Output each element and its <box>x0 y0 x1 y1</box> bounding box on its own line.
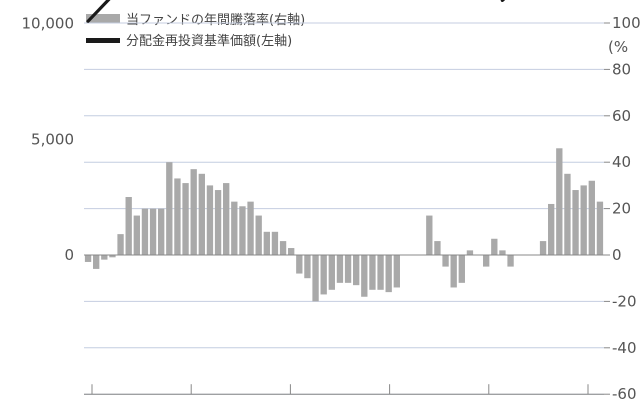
bar <box>426 215 433 255</box>
bar <box>166 162 173 255</box>
bar <box>434 241 441 255</box>
bar <box>328 255 335 290</box>
bar <box>393 255 400 288</box>
bar <box>223 183 230 255</box>
left-axis-tick-label: 5,000 <box>31 130 74 148</box>
right-axis-ticks: -60 -40 -20 0 20 40 60 80 100 <box>604 14 640 403</box>
bar <box>174 178 181 255</box>
bar <box>101 255 108 260</box>
axes <box>84 254 604 395</box>
bar <box>214 190 222 255</box>
right-axis-tick-label: -40 <box>612 339 637 357</box>
bar <box>320 255 327 295</box>
bar <box>271 231 279 255</box>
right-axis-tick-label: 100 <box>612 14 640 32</box>
bar <box>377 255 384 290</box>
bar <box>239 206 246 255</box>
legend-line-swatch <box>86 38 120 43</box>
bar <box>507 255 514 267</box>
bar <box>84 255 92 262</box>
bar <box>133 215 140 255</box>
right-axis-tick-label: 60 <box>612 107 631 125</box>
bar <box>369 255 376 290</box>
bar-series <box>84 148 604 302</box>
bar <box>596 201 604 255</box>
bar <box>344 255 352 283</box>
bar <box>247 201 254 255</box>
bar <box>466 250 474 255</box>
bar <box>198 173 205 255</box>
bar <box>296 255 303 274</box>
bar <box>336 255 344 283</box>
bar <box>263 231 270 255</box>
bar <box>279 241 287 255</box>
bar <box>141 208 149 255</box>
legend-bar-label: 当ファンドの年間騰落率(右軸) <box>126 12 305 28</box>
right-axis-tick-label: -20 <box>612 292 637 310</box>
legend-line-label: 分配金再投資基準価額(左軸) <box>126 33 292 49</box>
bar <box>483 255 490 267</box>
bar <box>458 255 465 283</box>
right-axis-tick-label: 0 <box>612 246 622 264</box>
bar <box>499 250 506 255</box>
bar <box>385 255 392 293</box>
legend-bar-swatch <box>86 14 120 23</box>
bar <box>93 255 100 269</box>
bar <box>158 208 165 255</box>
bar <box>109 255 116 258</box>
right-axis-tick-label: 20 <box>612 200 631 218</box>
bar <box>231 201 238 255</box>
bar <box>182 183 189 255</box>
bar <box>564 173 571 255</box>
bar <box>312 255 319 302</box>
bar <box>491 238 498 255</box>
bar <box>588 180 595 255</box>
bar <box>450 255 457 288</box>
left-axis-tick-label: 10,000 <box>22 15 75 33</box>
bar <box>190 169 197 255</box>
bar <box>255 215 262 255</box>
bar <box>442 255 449 267</box>
right-axis-tick-label: -60 <box>612 385 637 403</box>
bar <box>288 248 295 255</box>
bar <box>206 185 214 255</box>
bar <box>125 197 132 255</box>
bar <box>117 234 124 255</box>
left-axis-tick-label: 0 <box>64 246 74 264</box>
bar <box>548 203 555 255</box>
right-axis-tick-label: 80 <box>612 60 631 78</box>
bar <box>149 208 157 255</box>
right-axis-unit-label: (% <box>608 38 628 56</box>
bar <box>304 255 311 279</box>
right-axis-tick-label: 40 <box>612 153 631 171</box>
bar <box>539 241 547 255</box>
bar <box>572 190 579 255</box>
legend: 当ファンドの年間騰落率(右軸) 分配金再投資基準価額(左軸) <box>86 12 305 49</box>
bar <box>361 255 368 297</box>
bar <box>353 255 360 286</box>
bar <box>580 185 587 255</box>
bar <box>556 148 563 255</box>
